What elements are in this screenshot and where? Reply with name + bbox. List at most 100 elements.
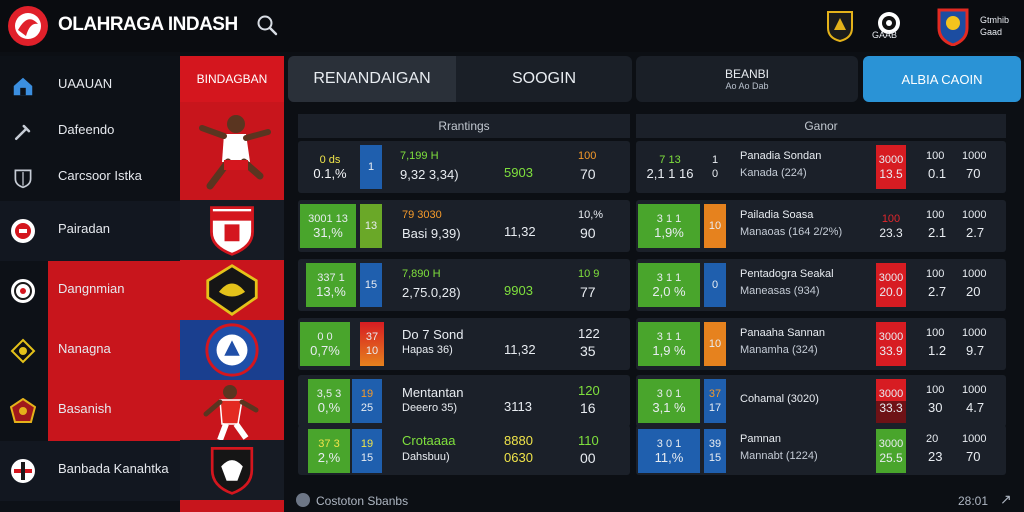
sidebar-item-team-4[interactable]: Basanish — [0, 381, 180, 441]
team-crest-cell[interactable] — [180, 320, 284, 380]
odds-top: 100 — [881, 213, 901, 225]
score-bottom: 00 — [580, 450, 596, 466]
position-chip: 0 — [704, 263, 726, 307]
status-bar: Costoton Sbanbs 28:01 ↗ — [288, 488, 1024, 512]
club-crest-icon — [10, 338, 36, 364]
team-stat-top: Mentantan — [402, 385, 464, 400]
col2-bottom: 70 — [966, 166, 981, 181]
notification-badge[interactable] — [878, 12, 900, 34]
position-top: 39 — [708, 438, 722, 450]
odds-top: 3000 — [878, 438, 904, 450]
sidebar-item-team-2[interactable]: Dangnmian — [0, 261, 180, 321]
sidebar-item-label: Basanish — [58, 401, 112, 416]
tab-albia-caoin[interactable]: ALBIA CAOIN — [863, 56, 1021, 102]
club-crest-icon — [206, 264, 258, 316]
odds-top: 3000 — [878, 272, 904, 284]
position-top: 37 — [708, 388, 722, 400]
position-value: 10 — [708, 220, 722, 232]
stat-top: 7 13 — [659, 154, 681, 166]
sidebar-item-label: Banbada Kanahtka — [58, 461, 169, 476]
col2-top: 1000 — [962, 150, 987, 162]
arrow-right-icon[interactable]: ↗ — [1000, 491, 1012, 507]
user-info[interactable]: Gtmhib Gaad — [980, 14, 1020, 38]
player-image[interactable] — [180, 380, 284, 440]
match-name: Pamnan — [740, 433, 781, 445]
odds-chip[interactable]: 3000 33.3 — [876, 379, 906, 423]
table-row[interactable]: 3 0 1 3,1 % 37 17 Cohamal (3020) 3000 33… — [636, 375, 1006, 427]
team-crest-cell[interactable] — [180, 260, 284, 320]
col1-top: 100 — [926, 268, 945, 280]
shield-outline-icon — [10, 165, 36, 191]
sidebar-item-team-3[interactable]: Nanagna — [0, 321, 180, 381]
score-bottom: 77 — [580, 284, 596, 300]
stat-chip: 0 0 0,7% — [300, 322, 350, 366]
sidebar-item-team-5[interactable]: Banbada Kanahtka — [0, 441, 180, 501]
club-crest-icon — [210, 206, 254, 256]
team-stat-top: Do 7 Sond — [402, 327, 464, 342]
table-row[interactable]: 3 1 1 1,9% 10 Pailadia Soasa Manaoas (16… — [636, 200, 1006, 252]
position-top: 19 — [360, 388, 374, 400]
sidebar-item-competitions[interactable]: Carcsoor Istka — [0, 148, 180, 206]
col1-bottom: 2.7 — [928, 284, 947, 299]
tools-icon — [10, 119, 36, 145]
odds-bottom: 20.0 — [879, 285, 903, 299]
table-row[interactable]: 3001 13 31,% 13 79 3030 Basi 9,39) 11,32… — [298, 200, 630, 252]
odds-chip[interactable]: 3000 33.9 — [876, 322, 906, 366]
score-top: 10 9 — [578, 268, 600, 280]
team-crest-cell[interactable] — [180, 440, 284, 500]
tab-beanbi[interactable]: BEANBI Ao Ao Dab — [636, 56, 858, 102]
match-name: Pentadogra Seakal — [740, 268, 834, 280]
status-text: Costoton Sbanbs — [316, 494, 409, 508]
sidebar-item-home[interactable]: UAAUAN — [0, 56, 180, 114]
match-venue: Mannabt (1224) — [740, 450, 818, 462]
tab-soogin[interactable]: SOOGIN — [511, 70, 576, 87]
table-row[interactable]: 3 0 1 11,% 39 15 Pamnan Mannabt (1224) 3… — [636, 425, 1006, 475]
stat-top: 3001 13 — [308, 213, 348, 225]
stat-bottom: 11,% — [654, 450, 684, 465]
table-row[interactable]: 7 13 2,1 1 16 1 0 Panadia Sondan Kanada … — [636, 141, 1006, 193]
table-row[interactable]: 3 1 1 2,0 % 0 Pentadogra Seakal Maneasas… — [636, 259, 1006, 311]
stat-top: 3 1 1 — [656, 213, 682, 225]
player-image[interactable] — [180, 102, 284, 200]
odds-chip[interactable]: 3000 25.5 — [876, 429, 906, 473]
games-heading: Ganor — [636, 114, 1006, 138]
position-chip: 37 17 — [704, 379, 726, 423]
match-name: Panadia Sondan — [740, 150, 822, 162]
table-row[interactable]: 37 3 2,% 19 15 Crotaaaa Dahsbuu) 8880 06… — [298, 425, 630, 475]
club-crest-icon — [10, 278, 36, 304]
club-crest-icon — [205, 323, 259, 377]
col2-top: 1000 — [962, 327, 987, 339]
table-row[interactable]: 3 1 1 1,9 % 10 Panaaha Sannan Manamha (3… — [636, 318, 1006, 370]
stat-chip: 337 1 13,% — [306, 263, 356, 307]
stat-bottom: 1,9 % — [652, 343, 686, 358]
team-stat-bottom: Basi 9,39) — [402, 226, 461, 241]
stat-top: 0 ds — [319, 154, 341, 166]
user-name: Gtmhib — [980, 15, 1010, 25]
sidebar-item-tools[interactable]: Dafeendo — [0, 102, 180, 160]
tab-renandaigan[interactable]: RENANDAIGAN — [288, 56, 456, 102]
club-badge-icon[interactable] — [826, 10, 854, 42]
search-icon[interactable] — [256, 14, 278, 36]
position-value: 13 — [364, 220, 378, 232]
odds-chip[interactable]: 3000 20.0 — [876, 263, 906, 307]
position-chip: 39 15 — [704, 429, 726, 473]
table-row[interactable]: 0 0 0,7% 37 10 Do 7 Sond Hapas 36) 11,32… — [298, 318, 630, 370]
mid-value: 5903 — [504, 165, 533, 180]
sidebar-item-label: Pairadan — [58, 221, 111, 236]
col2-bottom: 2.7 — [966, 225, 985, 240]
score-top: 100 — [578, 150, 597, 162]
top-bar: OLAHRAGA INDASH GAAB Gtmhib Gaad — [0, 0, 1024, 52]
score-top: 110 — [578, 433, 599, 448]
sidebar-item-team-1[interactable]: Pairadan — [0, 201, 180, 261]
stat-bottom: 0.1,% — [313, 166, 347, 181]
team-crest-cell[interactable] — [180, 200, 284, 260]
table-row[interactable]: 337 1 13,% 15 7,890 H 2,75.0,28) 9903 10… — [298, 259, 630, 311]
odds-bottom: 25.5 — [879, 451, 903, 465]
odds-chip[interactable]: 100 23.3 — [876, 204, 906, 248]
table-row[interactable]: 0 ds 0.1,% 1 7,199 H 9,32 3,34) 5903 100… — [298, 141, 630, 193]
odds-top: 3000 — [878, 154, 904, 166]
club-crest-icon[interactable] — [936, 6, 970, 46]
table-row[interactable]: 3,5 3 0,% 19 25 Mentantan Deeero 35) 311… — [298, 375, 630, 427]
odds-chip[interactable]: 3000 13.5 — [876, 145, 906, 189]
app-logo[interactable] — [8, 6, 48, 46]
